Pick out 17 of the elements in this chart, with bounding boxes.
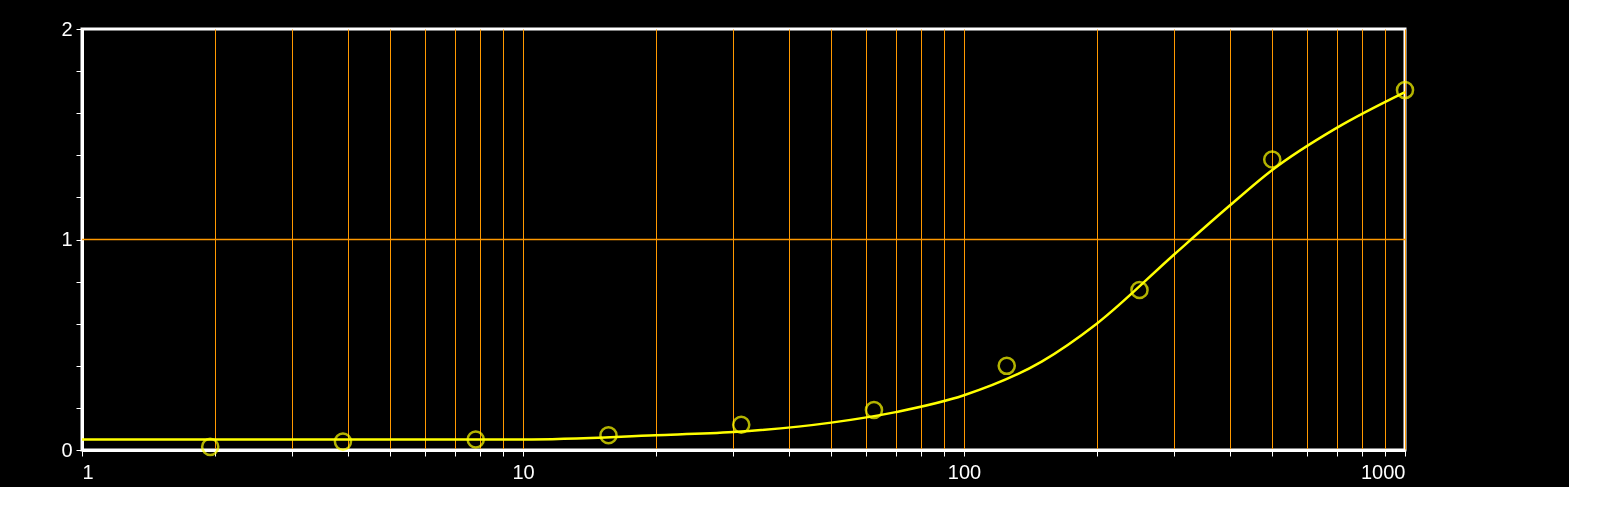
point <box>1130 280 1149 300</box>
point <box>1395 80 1415 100</box>
point <box>731 415 751 435</box>
point <box>200 437 220 457</box>
y-tick-label: 0 <box>61 438 73 461</box>
x-tick-label: 10 <box>512 460 535 483</box>
x-tick-label: 1000 <box>1361 460 1406 483</box>
y-tick-label: 1 <box>61 228 73 250</box>
x-tick-label: 1 <box>82 460 94 483</box>
point <box>864 400 884 420</box>
point <box>1262 150 1282 169</box>
point <box>599 425 618 445</box>
x-tick-label: 100 <box>947 460 982 483</box>
point <box>333 432 353 451</box>
point <box>466 430 486 449</box>
y-tick-label: 2 <box>61 17 73 40</box>
point <box>997 356 1017 376</box>
